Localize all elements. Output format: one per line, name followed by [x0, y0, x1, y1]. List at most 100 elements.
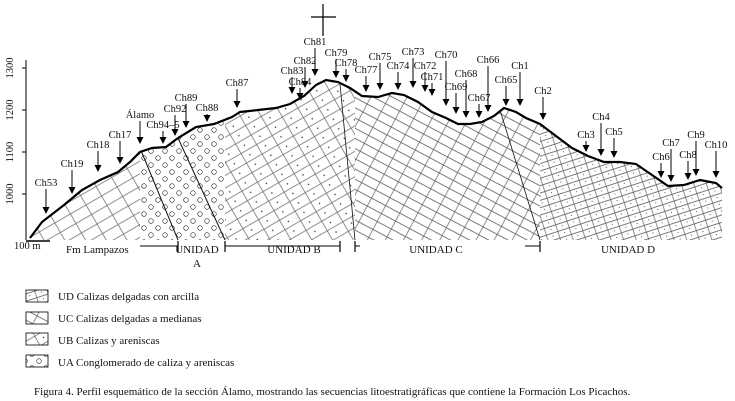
sample-arrow-icon — [68, 187, 76, 194]
sample-label: Ch7 — [662, 138, 680, 149]
sample-label: Ch17 — [109, 130, 132, 141]
tick-1100: 1100 — [5, 142, 16, 163]
sample-label: Ch83 — [281, 66, 304, 77]
sample-arrow-icon — [421, 85, 429, 92]
sample-arrow-icon — [657, 171, 665, 178]
sample-marker: Ch9 — [687, 130, 705, 176]
sample-arrow-icon — [610, 151, 618, 158]
tick-1300: 1300 — [5, 58, 16, 79]
sample-arrow-icon — [182, 121, 190, 128]
sample-arrow-icon — [428, 89, 436, 96]
sample-arrow-icon — [301, 81, 309, 88]
sample-marker: Ch82 — [294, 56, 317, 88]
sample-marker: Ch8 — [679, 150, 697, 180]
sample-arrow-icon — [159, 137, 167, 144]
sample-marker: Ch7 — [662, 138, 680, 182]
sample-marker: Ch3 — [577, 130, 595, 152]
sample-marker: Ch74 — [387, 61, 411, 90]
sample-label: Ch68 — [455, 69, 478, 80]
formation-label: Fm Lampazos — [66, 244, 129, 256]
scale-label: 100 m — [14, 241, 41, 252]
sample-label: Ch66 — [477, 55, 500, 66]
legend-item-ub: UB Calizas y areniscas — [25, 332, 160, 347]
sample-arrow-icon — [516, 99, 524, 106]
sample-arrow-icon — [136, 137, 144, 144]
tick-1200: 1200 — [5, 100, 16, 121]
sample-marker: Ch5 — [605, 127, 623, 158]
sample-arrow-icon — [475, 111, 483, 118]
unit-c-label: UNIDAD C — [409, 244, 462, 256]
sample-arrow-icon — [502, 99, 510, 106]
sample-label: Ch79 — [325, 48, 348, 59]
sample-label: Ch71 — [421, 72, 444, 83]
sample-label: Ch10 — [705, 140, 728, 151]
svg-text:UD Calizas delgadas con arcill: UD Calizas delgadas con arcilla — [58, 291, 199, 303]
sample-label: Ch92 — [164, 104, 187, 115]
unit-b-label: UNIDAD B — [267, 244, 320, 256]
sample-arrow-icon — [684, 173, 692, 180]
sample-label: Ch2 — [534, 86, 552, 97]
sample-label: Ch69 — [445, 82, 468, 93]
sample-marker: Ch69 — [445, 82, 468, 114]
legend-item-ua: UA Conglomerado de caliza y areniscas — [25, 354, 234, 369]
sample-label: Ch65 — [495, 75, 518, 86]
sample-marker: Ch6 — [652, 152, 670, 178]
sample-marker: Ch17 — [109, 130, 132, 164]
sample-marker: Ch67 — [468, 93, 490, 118]
svg-text:UB Calizas y areniscas: UB Calizas y areniscas — [58, 335, 160, 347]
sample-marker: Ch72 — [414, 61, 437, 92]
sample-arrow-icon — [94, 165, 102, 172]
sample-label: Ch74 — [387, 61, 411, 72]
sample-marker: Ch94–5 — [146, 120, 180, 144]
sample-arrow-icon — [692, 169, 700, 176]
topographic-profile — [29, 78, 723, 239]
sample-marker: Ch79 — [325, 48, 348, 78]
sample-arrow-icon — [462, 111, 470, 118]
sample-marker: Ch4 — [592, 112, 610, 156]
sample-arrow-icon — [42, 207, 50, 214]
sample-arrow-icon — [582, 145, 590, 152]
sample-arrow-icon — [712, 171, 720, 178]
sample-marker: Ch81 — [304, 37, 326, 76]
svg-text:UA Conglomerado de caliza y ar: UA Conglomerado de caliza y areniscas — [58, 357, 234, 369]
sample-marker: Ch71 — [421, 72, 444, 96]
sample-arrow-icon — [539, 113, 547, 120]
sample-marker: Ch66 — [477, 55, 500, 112]
legend-item-ud: UD Calizas delgadas con arcilla — [25, 289, 199, 303]
tick-1000: 1000 — [5, 184, 16, 205]
legend-item-uc: UC Calizas delgadas a medianas — [25, 311, 202, 325]
sample-arrow-icon — [667, 175, 675, 182]
unit-bar: Fm Lampazos UNIDAD A UNIDAD B UNIDAD C U… — [66, 241, 655, 270]
sample-marker: Ch68 — [455, 69, 478, 118]
sample-marker: Ch10 — [705, 140, 728, 178]
sample-label: Ch84 — [289, 77, 313, 88]
figure-caption: Figura 4. Perfil esquemático de la secci… — [34, 386, 631, 398]
sample-label: Ch9 — [687, 130, 705, 141]
sample-arrow-icon — [332, 71, 340, 78]
unit-d-label: UNIDAD D — [601, 244, 655, 256]
sample-arrow-icon — [296, 93, 304, 100]
sample-label: Ch78 — [335, 58, 358, 69]
sample-label: Ch77 — [355, 65, 378, 76]
sample-marker: Ch70 — [435, 50, 457, 106]
sample-label: Ch72 — [414, 61, 437, 72]
elevation-axis: 1300 1200 1100 1000 — [5, 58, 27, 240]
sample-label: Ch6 — [652, 152, 670, 163]
sample-arrow-icon — [484, 105, 492, 112]
sample-label: Ch8 — [679, 150, 697, 161]
sample-label: Ch89 — [175, 93, 198, 104]
sample-marker: Ch92 — [164, 104, 187, 136]
scale-bar: 100 m — [14, 240, 50, 252]
sample-label: Ch82 — [294, 56, 317, 67]
sample-marker: Ch75 — [369, 52, 391, 90]
sample-label: Ch73 — [402, 47, 425, 58]
sample-marker: Ch88 — [196, 103, 219, 122]
sample-marker: Ch19 — [61, 159, 84, 194]
sample-label: Ch88 — [196, 103, 219, 114]
sample-label: Ch1 — [511, 61, 529, 72]
svg-text:UC Calizas delgadas a medianas: UC Calizas delgadas a medianas — [58, 313, 202, 325]
sample-marker: Ch1 — [511, 61, 529, 106]
sample-label: Ch18 — [87, 140, 110, 151]
sample-label: Ch19 — [61, 159, 84, 170]
